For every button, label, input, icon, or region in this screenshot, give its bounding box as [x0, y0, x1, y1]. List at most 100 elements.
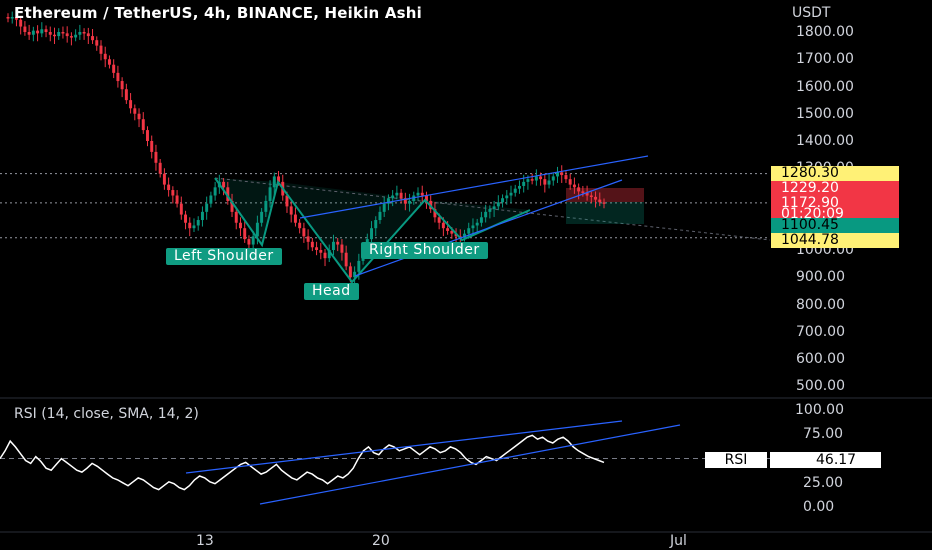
left-shoulder-area [215, 178, 278, 245]
candle-body [463, 233, 466, 238]
candle-body [572, 184, 576, 188]
candle-body [74, 34, 78, 38]
candle-body [395, 192, 399, 196]
candle-body [539, 176, 543, 180]
candle-body [378, 211, 382, 221]
price-tick: 1800.00 [796, 24, 854, 40]
price-tick: 500.00 [796, 378, 845, 395]
price-tick: 1600.00 [796, 78, 854, 95]
price-tick: 1500.00 [796, 105, 854, 122]
right-shoulder-label: Right Shoulder [361, 242, 488, 259]
candle-body [86, 33, 90, 37]
candle-body [167, 184, 171, 191]
candle-body [188, 222, 192, 229]
rsi-tick: 0.00 [803, 499, 835, 515]
candle-body [382, 203, 386, 212]
price-tag: 1044.78 [771, 233, 899, 248]
price-tick: 1400.00 [796, 133, 854, 149]
candle-body [107, 59, 111, 65]
candle-body [19, 19, 23, 27]
candle-body [513, 188, 517, 193]
rsi-upper-trendline [185, 420, 623, 474]
candle-body [501, 198, 505, 203]
rsi-value-box: 46.17 [770, 452, 881, 468]
candle-body [57, 32, 61, 37]
candle-body [120, 81, 124, 90]
price-tick: 700.00 [796, 323, 845, 340]
candle-body [124, 89, 128, 101]
candle-body [534, 176, 538, 181]
candle-body [484, 211, 488, 218]
candle-body [82, 32, 86, 34]
candle-body [479, 217, 483, 223]
candle-body [594, 196, 598, 200]
candle-body [277, 176, 281, 182]
candle-body [293, 214, 297, 223]
candle-body [213, 187, 217, 196]
candle-body [310, 241, 314, 248]
candle-body [141, 119, 145, 131]
channel-upper-line [299, 155, 649, 219]
price-tick: 900.00 [796, 269, 845, 286]
candle-body [543, 179, 547, 185]
candle-body [179, 203, 183, 215]
rsi-tick: 25.00 [803, 474, 844, 491]
candle-body [433, 209, 437, 218]
candle-body [585, 192, 589, 196]
candle-body [306, 236, 310, 242]
candle-body [48, 32, 52, 35]
candle-body [226, 187, 230, 201]
candle-body [581, 191, 585, 193]
candle-body [505, 195, 509, 199]
candle-body [268, 187, 272, 201]
candle-body [564, 175, 568, 180]
candle-body [209, 195, 213, 204]
rsi-title: RSI (14, close, SMA, 14, 2) [14, 406, 199, 422]
candle-body [408, 200, 412, 204]
price-tick: 1700.00 [796, 51, 854, 68]
candle-body [556, 172, 559, 177]
candle-body [264, 200, 268, 212]
candle-body [353, 271, 357, 278]
rsi-tick: 75.00 [803, 426, 844, 443]
candle-body [192, 225, 196, 229]
candle-body [289, 206, 293, 215]
candle-body [23, 26, 27, 32]
candle-body [129, 100, 133, 109]
candle-body [403, 198, 407, 204]
candle-body [200, 211, 204, 221]
candle-body [441, 222, 445, 229]
take-profit-box [566, 202, 644, 224]
candle-body [298, 222, 302, 229]
candle-body [336, 241, 340, 245]
candle-body [31, 30, 35, 35]
candle-body [370, 228, 373, 240]
candle-body [234, 211, 238, 223]
candle-body [315, 247, 319, 250]
candle-body [112, 64, 116, 73]
candle-body [374, 220, 378, 229]
candle-body [239, 222, 242, 229]
candle-body [40, 29, 44, 34]
candle-body [154, 151, 158, 163]
candle-body [450, 230, 454, 234]
candle-body [446, 228, 450, 231]
candle-body [137, 113, 141, 120]
left-shoulder-label: Left Shoulder [166, 248, 282, 265]
rsi-label-box: RSI [705, 452, 767, 468]
candle-body [319, 250, 323, 253]
price-tick: 800.00 [796, 296, 845, 313]
candle-body [602, 202, 606, 204]
candle-body [272, 176, 276, 188]
candle-body [36, 30, 40, 34]
candle-body [61, 32, 65, 34]
candle-body [78, 32, 82, 35]
candle-body [517, 185, 521, 189]
candle-body [14, 17, 18, 20]
candle-body [99, 45, 103, 54]
price-tag: 1100.45 [771, 218, 899, 233]
candle-body [222, 181, 226, 188]
candle-body [551, 176, 555, 181]
candle-body [357, 260, 361, 272]
